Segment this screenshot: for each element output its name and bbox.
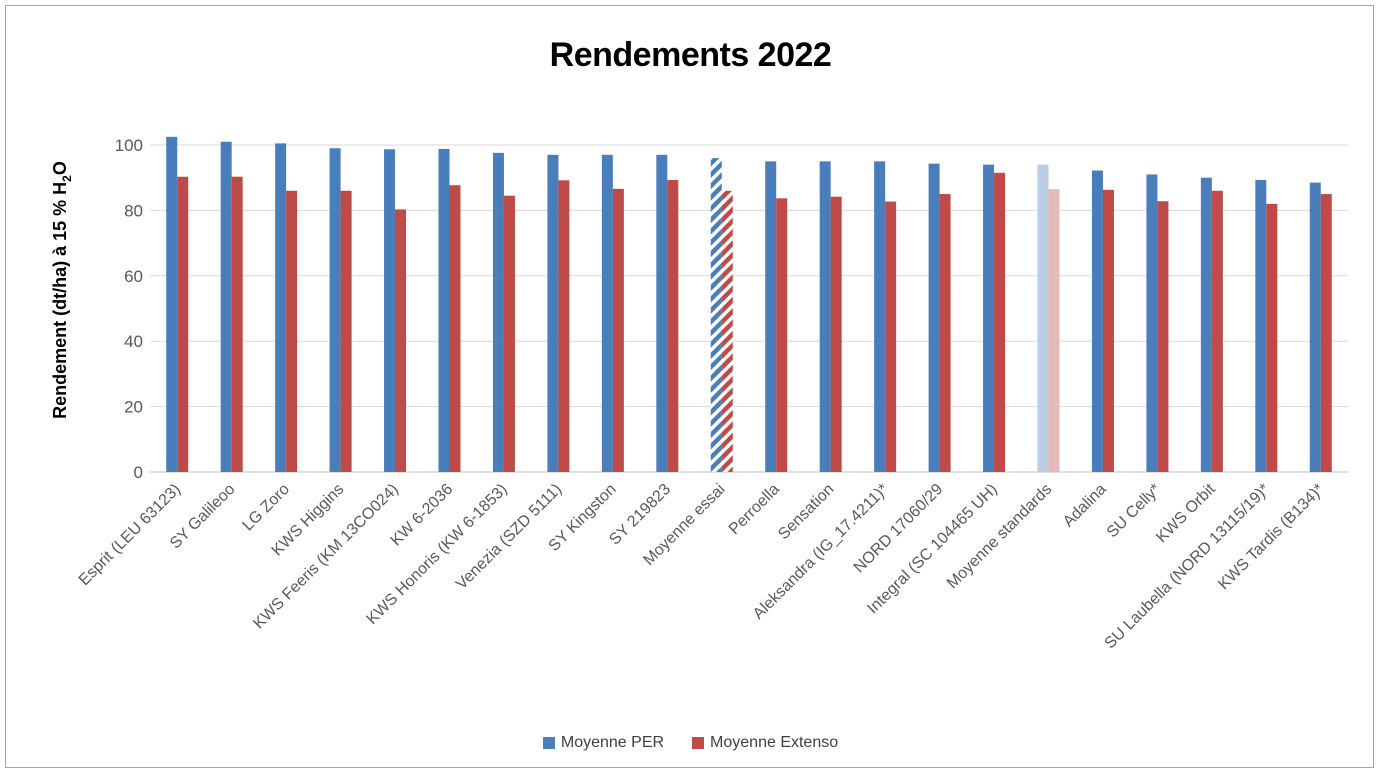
legend-label-per: Moyenne PER xyxy=(560,734,665,751)
bar-extenso xyxy=(939,194,951,473)
bar-extenso xyxy=(776,198,788,472)
bar-extenso xyxy=(667,179,679,472)
bar-per xyxy=(1200,177,1212,472)
bar-per xyxy=(710,158,722,472)
bar-extenso xyxy=(177,176,189,472)
bar-per xyxy=(492,152,504,472)
bar-per xyxy=(1091,170,1103,473)
bar-extenso xyxy=(1211,190,1223,472)
bar-extenso xyxy=(231,176,243,472)
bar-extenso xyxy=(1266,203,1278,473)
y-tick-label: 100 xyxy=(115,136,143,155)
x-tick-label: LG Zoro xyxy=(239,481,293,535)
bar-per xyxy=(220,141,232,473)
bar-per xyxy=(1309,182,1321,473)
bar-per xyxy=(329,148,341,472)
bar-per xyxy=(928,163,940,472)
bar-per xyxy=(1037,164,1049,472)
bar-extenso xyxy=(286,190,298,472)
y-tick-label: 60 xyxy=(124,267,143,286)
y-axis-label: Rendement (dt/ha) à 15 % H2O xyxy=(50,161,74,419)
y-tick-labels: 0 20 40 60 80 100 xyxy=(115,136,143,482)
bar-per xyxy=(765,161,777,472)
bar-per xyxy=(983,164,995,472)
bar-per xyxy=(166,136,178,472)
x-tick-label: Esprit (LEU 63123) xyxy=(76,481,184,589)
legend-swatch-extenso xyxy=(692,737,705,749)
bar-extenso xyxy=(1157,201,1169,472)
bar-extenso xyxy=(340,190,352,472)
x-tick-label: Perroella xyxy=(726,481,783,538)
bar-extenso xyxy=(1048,189,1060,472)
bar-extenso xyxy=(503,195,515,472)
bar-per xyxy=(438,148,450,472)
bar-extenso xyxy=(994,172,1006,473)
bar-extenso xyxy=(1320,194,1332,473)
bar-extenso xyxy=(721,190,733,472)
legend-item-per: Moyenne PER xyxy=(542,734,665,752)
bar-per xyxy=(1255,179,1267,472)
bar-extenso xyxy=(885,201,897,473)
y-tick-label: 0 xyxy=(134,463,143,482)
legend: Moyenne PER Moyenne Extenso xyxy=(0,734,1381,752)
bar-per xyxy=(819,161,831,472)
x-tick-label: Moyenne standards xyxy=(944,481,1055,592)
bar-extenso xyxy=(830,196,842,472)
bar-extenso xyxy=(1102,189,1114,472)
x-tick-labels: Esprit (LEU 63123)SY Galileoo LG ZoroKWS … xyxy=(76,480,1328,652)
chart-title: Rendements 2022 xyxy=(549,36,832,74)
y-tick-label: 80 xyxy=(124,201,143,220)
legend-item-extenso: Moyenne Extenso xyxy=(692,734,838,752)
x-tick-label: Venezia (SZD 5111) xyxy=(453,481,565,593)
y-tick-label: 40 xyxy=(124,332,143,351)
bar-per xyxy=(656,154,668,472)
bar-extenso xyxy=(558,180,570,473)
bar-per xyxy=(601,154,613,472)
bar-per xyxy=(384,149,396,472)
bars xyxy=(166,136,1332,473)
bar-per xyxy=(1146,174,1158,472)
legend-swatch-per xyxy=(542,737,555,749)
bar-per xyxy=(275,143,287,473)
bar-extenso xyxy=(612,188,624,472)
bar-per xyxy=(874,161,886,472)
bar-extenso xyxy=(395,209,407,472)
bar-extenso xyxy=(449,185,461,472)
legend-label-extenso: Moyenne Extenso xyxy=(710,734,839,751)
y-tick-label: 20 xyxy=(124,398,143,417)
bar-per xyxy=(547,154,559,472)
x-tick-label: KWS Tardis (B134)* xyxy=(1215,481,1327,593)
x-tick-label: Adalina xyxy=(1060,481,1110,531)
